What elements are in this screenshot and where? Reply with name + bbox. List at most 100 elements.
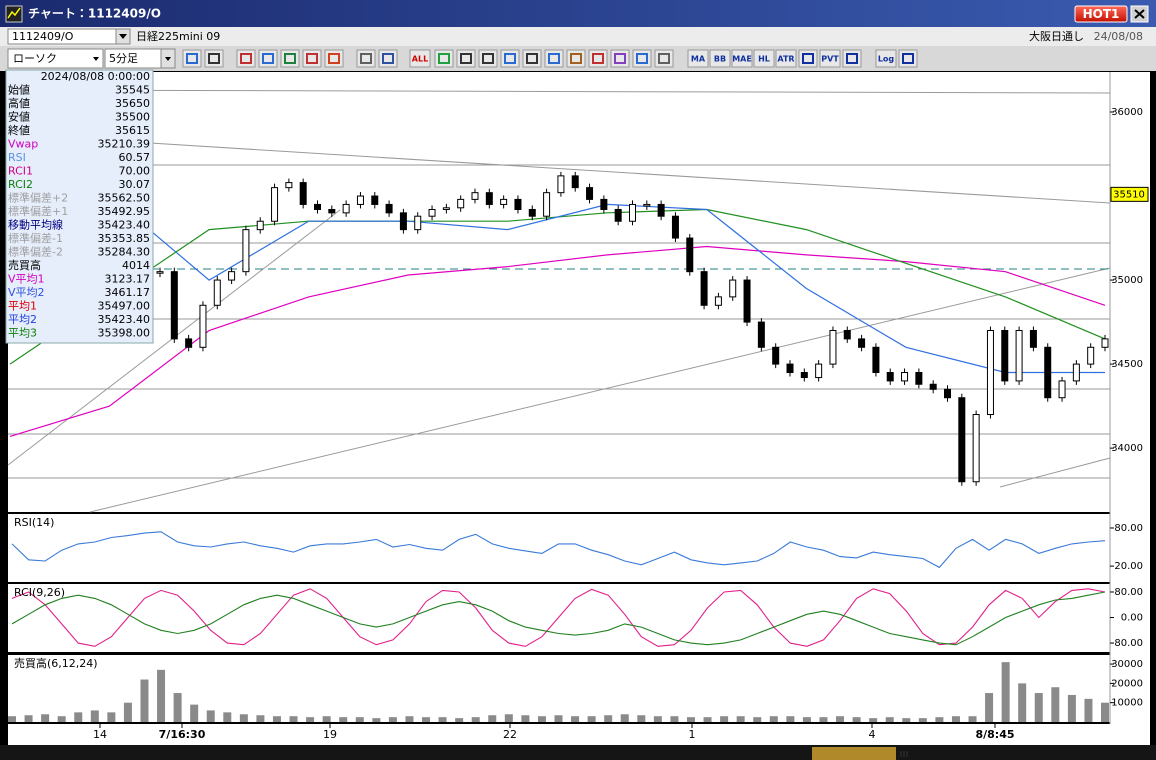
toolbar-button[interactable] <box>258 49 278 68</box>
toolbar-button[interactable] <box>409 49 431 68</box>
toolbar-icon[interactable] <box>658 53 670 64</box>
toolbar-button[interactable] <box>434 49 454 68</box>
hot-button-label[interactable]: HOT1 <box>1083 7 1120 21</box>
toolbar-button[interactable] <box>236 49 256 68</box>
candle-body <box>671 215 679 239</box>
toolbar-icon[interactable] <box>482 53 494 64</box>
toolbar-icon[interactable] <box>186 53 198 64</box>
toolbar-button[interactable] <box>588 49 608 68</box>
toolbar-icon[interactable] <box>802 53 814 64</box>
toolbar-icon[interactable] <box>902 53 914 64</box>
toolbar-button[interactable] <box>456 49 476 68</box>
toolbar-button[interactable] <box>654 49 674 68</box>
select-arrow[interactable] <box>93 57 99 61</box>
toolbar-icon[interactable] <box>548 53 560 64</box>
toolbar-button[interactable] <box>544 49 564 68</box>
toolbar-button-label[interactable]: PVT <box>821 55 839 64</box>
symbol-code[interactable]: 1112409/O <box>12 30 74 43</box>
toolbar-icon[interactable] <box>570 53 582 64</box>
toolbar-button[interactable] <box>731 49 753 68</box>
market-name: 大阪日通し <box>1029 29 1084 43</box>
toolbar-icon[interactable] <box>240 53 252 64</box>
toolbar-button[interactable] <box>709 49 731 68</box>
volume-title: 売買高(6,12,24) <box>14 656 98 670</box>
volume-bar <box>769 716 778 722</box>
scroll-thumb[interactable] <box>812 747 896 760</box>
toolbar-button-label[interactable]: HL <box>758 55 770 64</box>
y-tick-label: 10000 <box>1111 698 1143 709</box>
toolbar-button[interactable] <box>478 49 498 68</box>
toolbar-icon[interactable] <box>460 53 472 64</box>
toolbar-button[interactable] <box>324 49 344 68</box>
toolbar-button[interactable] <box>610 49 630 68</box>
toolbar-button[interactable] <box>204 49 224 68</box>
toolbar-icon[interactable] <box>438 53 450 64</box>
toolbar-icon[interactable] <box>262 53 274 64</box>
toolbar-button[interactable] <box>280 49 300 68</box>
toolbar-icon[interactable] <box>592 53 604 64</box>
toolbar-button-label[interactable]: ATR <box>777 55 794 64</box>
candle-body <box>643 203 651 207</box>
toolbar-icon[interactable] <box>614 53 626 64</box>
volume-bar <box>902 718 911 722</box>
toolbar-button[interactable] <box>378 49 398 68</box>
candle-body <box>457 198 465 209</box>
info-value: 35492.95 <box>98 205 151 218</box>
close-icon[interactable] <box>1134 9 1145 19</box>
toolbar-icon[interactable] <box>636 53 648 64</box>
toolbar-button[interactable] <box>798 49 818 68</box>
toolbar-icon[interactable] <box>382 53 394 64</box>
toolbar-icon[interactable] <box>306 53 318 64</box>
volume-bar <box>157 669 166 722</box>
toolbar-button[interactable] <box>522 49 542 68</box>
candle-body <box>1101 338 1109 348</box>
toolbar-button-label[interactable]: MA <box>691 55 706 64</box>
toolbar-button[interactable] <box>687 49 709 68</box>
toolbar-icon[interactable] <box>846 53 858 64</box>
toolbar-button[interactable] <box>632 49 652 68</box>
volume-bar <box>289 716 298 722</box>
trend-line <box>7 89 1111 94</box>
toolbar-icon[interactable] <box>504 53 516 64</box>
toolbar-button[interactable] <box>819 49 841 68</box>
thumb-grip[interactable] <box>900 751 908 757</box>
trend-line <box>999 457 1111 488</box>
toolbar-button-label[interactable]: Log <box>878 55 895 64</box>
candle-body <box>543 192 551 217</box>
volume-bar <box>504 714 513 722</box>
candle-body <box>485 192 493 205</box>
toolbar-button-label[interactable]: ALL <box>412 55 428 64</box>
toolbar-button-label[interactable]: MAE <box>732 55 752 64</box>
toolbar-button[interactable] <box>356 49 376 68</box>
toolbar-button[interactable] <box>500 49 520 68</box>
volume-bar <box>852 717 861 722</box>
current-price: 35510 <box>1113 189 1145 200</box>
toolbar-icon[interactable] <box>526 53 538 64</box>
chart-type[interactable]: ローソク <box>13 52 57 65</box>
scrollbar[interactable] <box>0 745 1156 760</box>
volume-bar <box>488 715 497 722</box>
interval[interactable]: 5分足 <box>109 52 138 65</box>
toolbar-button[interactable] <box>898 49 918 68</box>
chart-type-select[interactable] <box>7 48 104 69</box>
candle-body <box>858 338 866 348</box>
x-tick-label: 7/16:30 <box>159 728 206 741</box>
toolbar-button[interactable] <box>775 49 797 68</box>
dropdown-arrow[interactable] <box>119 34 127 39</box>
toolbar-button-label[interactable]: BB <box>714 55 726 64</box>
toolbar-button[interactable] <box>753 49 775 68</box>
volume-bar <box>1051 687 1060 722</box>
candle-body <box>1072 363 1080 382</box>
toolbar-icon[interactable] <box>360 53 372 64</box>
toolbar-button[interactable] <box>566 49 586 68</box>
hot-button[interactable] <box>1074 5 1128 23</box>
volume-bar <box>985 693 994 722</box>
toolbar-icon[interactable] <box>328 53 340 64</box>
toolbar-button[interactable] <box>182 49 202 68</box>
select-arrow[interactable] <box>165 57 171 61</box>
toolbar-icon[interactable] <box>284 53 296 64</box>
toolbar-button[interactable] <box>302 49 322 68</box>
toolbar-button[interactable] <box>875 49 897 68</box>
toolbar-button[interactable] <box>842 49 862 68</box>
toolbar-icon[interactable] <box>208 53 220 64</box>
